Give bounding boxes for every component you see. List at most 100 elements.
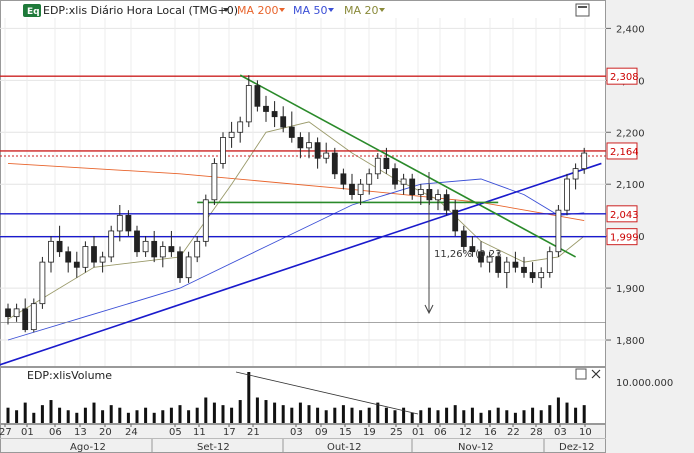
candle-down	[280, 116, 287, 128]
volume-bar	[513, 412, 517, 423]
volume-bar	[333, 407, 337, 423]
volume-title: EDP:xlisVolume	[27, 369, 112, 382]
volume-bar	[539, 410, 543, 423]
volume-bar	[359, 410, 363, 423]
candle-down	[340, 173, 347, 185]
volume-bar	[230, 407, 234, 423]
volume-bar	[32, 412, 36, 423]
volume-maximize-button[interactable]	[575, 368, 587, 380]
candle-down	[392, 168, 398, 185]
price-badge-label: 2,043	[610, 210, 639, 221]
candle-down	[349, 183, 355, 195]
volume-bar	[427, 407, 431, 423]
candle-down	[263, 105, 269, 112]
candle-up	[366, 173, 373, 185]
x-tick-label: 19	[363, 427, 376, 438]
x-tick-label: 12	[459, 427, 472, 438]
x-tick-label: 24	[125, 427, 138, 438]
volume-bar	[556, 397, 560, 423]
ma200-legend[interactable]: MA 200	[237, 4, 279, 17]
volume-bar	[169, 407, 173, 423]
candle-up	[39, 261, 46, 305]
candle-up	[357, 183, 364, 195]
candle-up	[159, 246, 166, 258]
projection-arrowhead	[424, 304, 434, 315]
candle-up	[142, 240, 149, 253]
month-label: Set-12	[197, 442, 230, 453]
volume-bar	[402, 407, 406, 423]
volume-bar	[75, 412, 79, 423]
x-tick-label: 22	[507, 427, 520, 438]
candle-down	[383, 157, 390, 170]
volume-bar	[23, 402, 27, 423]
volume-bar	[341, 405, 345, 423]
maximize-button[interactable]	[575, 3, 590, 17]
volume-bar	[144, 407, 148, 423]
candle-up	[245, 85, 252, 123]
candle-down	[495, 256, 502, 273]
ma20-dropdown-icon[interactable]	[379, 8, 385, 12]
candle-down	[177, 251, 183, 279]
symbol-dropdown-icon[interactable]	[223, 8, 229, 12]
volume-bar	[83, 407, 87, 423]
volume-bar	[350, 407, 354, 423]
candle-up	[374, 157, 381, 175]
volume-bar	[393, 410, 397, 423]
price-badge-label: 2,308	[610, 72, 639, 83]
candle-down	[469, 246, 476, 253]
candle-up	[48, 240, 54, 263]
percent-annotation: 11,26% (0,23	[434, 249, 501, 260]
volume-close-icon[interactable]	[591, 369, 601, 379]
volume-bar	[307, 405, 311, 423]
candle-down	[271, 111, 278, 118]
month-label: Nov-12	[458, 442, 494, 453]
x-tick-label: 16	[484, 427, 497, 438]
x-tick-label: 13	[74, 427, 87, 438]
equity-badge-label: Eq	[27, 7, 40, 17]
volume-bar	[290, 407, 294, 423]
x-tick-label: 21	[247, 427, 260, 438]
volume-bar	[6, 407, 10, 423]
volume-bar	[505, 410, 509, 423]
month-label: Ago-12	[70, 442, 106, 453]
volume-trend-line	[235, 371, 419, 415]
volume-bar	[531, 407, 535, 423]
candle-up	[555, 209, 562, 253]
volume-bar	[255, 397, 259, 423]
x-tick-label: 28	[530, 427, 543, 438]
candle-up	[116, 214, 123, 232]
candle-down	[56, 240, 63, 253]
candle-up	[211, 163, 218, 201]
ma50-dropdown-icon[interactable]	[328, 8, 334, 12]
candle-down	[297, 137, 304, 149]
x-tick-label: 11	[193, 427, 206, 438]
month-label: Dez-12	[559, 442, 594, 453]
volume-bars	[6, 372, 586, 423]
candle-up	[538, 272, 545, 279]
ma20-legend[interactable]: MA 20	[344, 4, 379, 17]
volume-bar	[264, 400, 268, 423]
y-tick-label: 1,800	[616, 336, 645, 347]
volume-bar	[247, 372, 251, 423]
ma200-dropdown-icon[interactable]	[279, 8, 285, 12]
candle-up	[400, 178, 407, 185]
volume-bar	[436, 410, 440, 423]
volume-bar	[15, 410, 19, 423]
ma50-line	[7, 178, 585, 341]
x-tick-label: 20	[99, 427, 112, 438]
volume-bar	[410, 412, 414, 423]
candle-down	[478, 251, 484, 263]
candle-down	[91, 246, 97, 263]
volume-bar	[195, 407, 199, 423]
volume-bar	[204, 397, 208, 423]
ma50-legend[interactable]: MA 50	[293, 4, 328, 17]
month-label: Out-12	[327, 442, 361, 453]
candle-up	[82, 246, 89, 268]
volume-bar	[376, 402, 380, 423]
candle-up	[30, 303, 37, 331]
volume-bar	[109, 405, 113, 423]
candle-up	[99, 256, 106, 263]
volume-bar	[273, 402, 277, 423]
